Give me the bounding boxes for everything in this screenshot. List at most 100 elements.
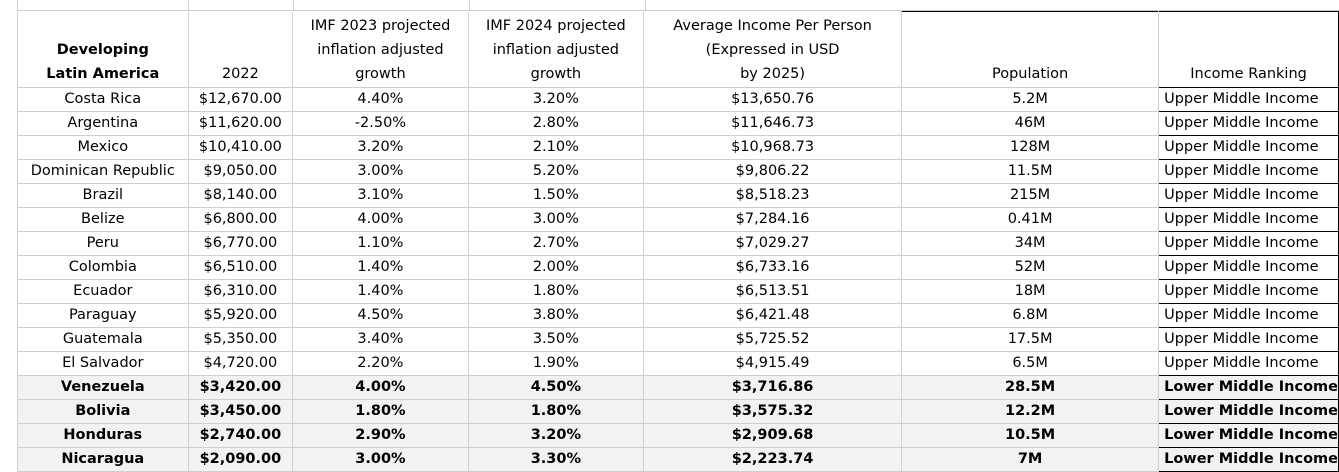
population-cell[interactable]: 17.5M xyxy=(901,327,1160,352)
country-cell[interactable]: Bolivia xyxy=(17,399,189,424)
2022-cell[interactable]: $3,420.00 xyxy=(188,375,294,400)
2022-cell[interactable]: $6,310.00 xyxy=(188,279,294,304)
2022-cell[interactable]: $12,670.00 xyxy=(188,87,294,112)
ranking-cell[interactable]: Lower Middle Income xyxy=(1158,447,1339,472)
2022-cell[interactable]: $5,350.00 xyxy=(188,327,294,352)
growth-2024-cell[interactable]: 2.10% xyxy=(468,135,645,160)
header-population-cell[interactable]: Population xyxy=(901,11,1160,88)
ranking-cell[interactable]: Upper Middle Income xyxy=(1158,303,1339,328)
growth-2024-cell[interactable]: 1.90% xyxy=(468,351,645,376)
2022-cell[interactable]: $6,510.00 xyxy=(188,255,294,280)
avg-income-cell[interactable]: $6,733.16 xyxy=(643,255,903,280)
growth-2024-cell[interactable]: 2.80% xyxy=(468,111,645,136)
ranking-cell[interactable]: Upper Middle Income xyxy=(1158,111,1339,136)
population-cell[interactable]: 6.8M xyxy=(901,303,1160,328)
avg-income-cell[interactable]: $3,716.86 xyxy=(643,375,903,400)
2022-cell[interactable]: $2,090.00 xyxy=(188,447,294,472)
ranking-cell[interactable]: Lower Middle Income xyxy=(1158,399,1339,424)
growth-2023-cell[interactable]: 1.40% xyxy=(292,279,469,304)
avg-income-cell[interactable]: $5,725.52 xyxy=(643,327,903,352)
population-cell[interactable]: 28.5M xyxy=(901,375,1160,400)
growth-2024-cell[interactable]: 3.00% xyxy=(468,207,645,232)
growth-2024-cell[interactable]: 1.80% xyxy=(468,399,645,424)
growth-2023-cell[interactable]: 4.00% xyxy=(292,375,469,400)
population-cell[interactable]: 34M xyxy=(901,231,1160,256)
growth-2024-cell[interactable]: 2.00% xyxy=(468,255,645,280)
ranking-cell[interactable]: Upper Middle Income xyxy=(1158,351,1339,376)
country-cell[interactable]: Guatemala xyxy=(17,327,189,352)
header-avg-income-cell[interactable]: Average Income Per Person (Expressed in U… xyxy=(643,11,903,88)
2022-cell[interactable]: $5,920.00 xyxy=(188,303,294,328)
ranking-cell[interactable]: Upper Middle Income xyxy=(1158,279,1339,304)
header-imf2023-cell[interactable]: IMF 2023 projected inflation adjusted grow… xyxy=(292,11,469,88)
avg-income-cell[interactable]: $9,806.22 xyxy=(643,159,903,184)
2022-cell[interactable]: $11,620.00 xyxy=(188,111,294,136)
growth-2023-cell[interactable]: 4.50% xyxy=(292,303,469,328)
population-cell[interactable]: 12.2M xyxy=(901,399,1160,424)
2022-cell[interactable]: $10,410.00 xyxy=(188,135,294,160)
ranking-cell[interactable]: Lower Middle Income xyxy=(1158,423,1339,448)
ranking-cell[interactable]: Upper Middle Income xyxy=(1158,183,1339,208)
growth-2024-cell[interactable]: 5.20% xyxy=(468,159,645,184)
2022-cell[interactable]: $2,740.00 xyxy=(188,423,294,448)
country-cell[interactable]: Costa Rica xyxy=(17,87,189,112)
ranking-cell[interactable]: Upper Middle Income xyxy=(1158,231,1339,256)
2022-cell[interactable]: $4,720.00 xyxy=(188,351,294,376)
country-cell[interactable]: Brazil xyxy=(17,183,189,208)
avg-income-cell[interactable]: $13,650.76 xyxy=(643,87,903,112)
country-cell[interactable]: Belize xyxy=(17,207,189,232)
avg-income-cell[interactable]: $7,029.27 xyxy=(643,231,903,256)
population-cell[interactable]: 128M xyxy=(901,135,1160,160)
country-cell[interactable]: Honduras xyxy=(17,423,189,448)
population-cell[interactable]: 6.5M xyxy=(901,351,1160,376)
country-cell[interactable]: Dominican Republic xyxy=(17,159,189,184)
growth-2023-cell[interactable]: 2.90% xyxy=(292,423,469,448)
ranking-cell[interactable]: Upper Middle Income xyxy=(1158,159,1339,184)
growth-2024-cell[interactable]: 3.20% xyxy=(468,423,645,448)
country-cell[interactable]: Argentina xyxy=(17,111,189,136)
avg-income-cell[interactable]: $10,968.73 xyxy=(643,135,903,160)
growth-2024-cell[interactable]: 3.80% xyxy=(468,303,645,328)
2022-cell[interactable]: $6,800.00 xyxy=(188,207,294,232)
header-imf2024-cell[interactable]: IMF 2024 projected inflation adjusted grow… xyxy=(468,11,645,88)
population-cell[interactable]: 215M xyxy=(901,183,1160,208)
growth-2024-cell[interactable]: 3.30% xyxy=(468,447,645,472)
2022-cell[interactable]: $3,450.00 xyxy=(188,399,294,424)
growth-2023-cell[interactable]: 1.10% xyxy=(292,231,469,256)
ranking-cell[interactable]: Upper Middle Income xyxy=(1158,327,1339,352)
population-cell[interactable]: 0.41M xyxy=(901,207,1160,232)
avg-income-cell[interactable]: $6,513.51 xyxy=(643,279,903,304)
population-cell[interactable]: 46M xyxy=(901,111,1160,136)
country-cell[interactable]: El Salvador xyxy=(17,351,189,376)
growth-2023-cell[interactable]: 2.20% xyxy=(292,351,469,376)
growth-2024-cell[interactable]: 1.80% xyxy=(468,279,645,304)
growth-2023-cell[interactable]: 1.40% xyxy=(292,255,469,280)
2022-cell[interactable]: $6,770.00 xyxy=(188,231,294,256)
avg-income-cell[interactable]: $4,915.49 xyxy=(643,351,903,376)
population-cell[interactable]: 5.2M xyxy=(901,87,1160,112)
ranking-cell[interactable]: Upper Middle Income xyxy=(1158,135,1339,160)
country-cell[interactable]: Venezuela xyxy=(17,375,189,400)
growth-2023-cell[interactable]: -2.50% xyxy=(292,111,469,136)
growth-2023-cell[interactable]: 3.00% xyxy=(292,159,469,184)
ranking-cell[interactable]: Upper Middle Income xyxy=(1158,255,1339,280)
header-2022-cell[interactable]: 2022 xyxy=(188,11,294,88)
avg-income-cell[interactable]: $11,646.73 xyxy=(643,111,903,136)
avg-income-cell[interactable]: $3,575.32 xyxy=(643,399,903,424)
country-cell[interactable]: Ecuador xyxy=(17,279,189,304)
country-cell[interactable]: Mexico xyxy=(17,135,189,160)
header-country-cell[interactable]: Developing Latin America xyxy=(17,11,189,88)
avg-income-cell[interactable]: $8,518.23 xyxy=(643,183,903,208)
growth-2023-cell[interactable]: 3.10% xyxy=(292,183,469,208)
population-cell[interactable]: 18M xyxy=(901,279,1160,304)
country-cell[interactable]: Peru xyxy=(17,231,189,256)
growth-2024-cell[interactable]: 3.20% xyxy=(468,87,645,112)
ranking-cell[interactable]: Upper Middle Income xyxy=(1158,207,1339,232)
growth-2023-cell[interactable]: 1.80% xyxy=(292,399,469,424)
growth-2023-cell[interactable]: 3.40% xyxy=(292,327,469,352)
country-cell[interactable]: Paraguay xyxy=(17,303,189,328)
ranking-cell[interactable]: Upper Middle Income xyxy=(1158,87,1339,112)
avg-income-cell[interactable]: $2,223.74 xyxy=(643,447,903,472)
avg-income-cell[interactable]: $2,909.68 xyxy=(643,423,903,448)
growth-2024-cell[interactable]: 3.50% xyxy=(468,327,645,352)
